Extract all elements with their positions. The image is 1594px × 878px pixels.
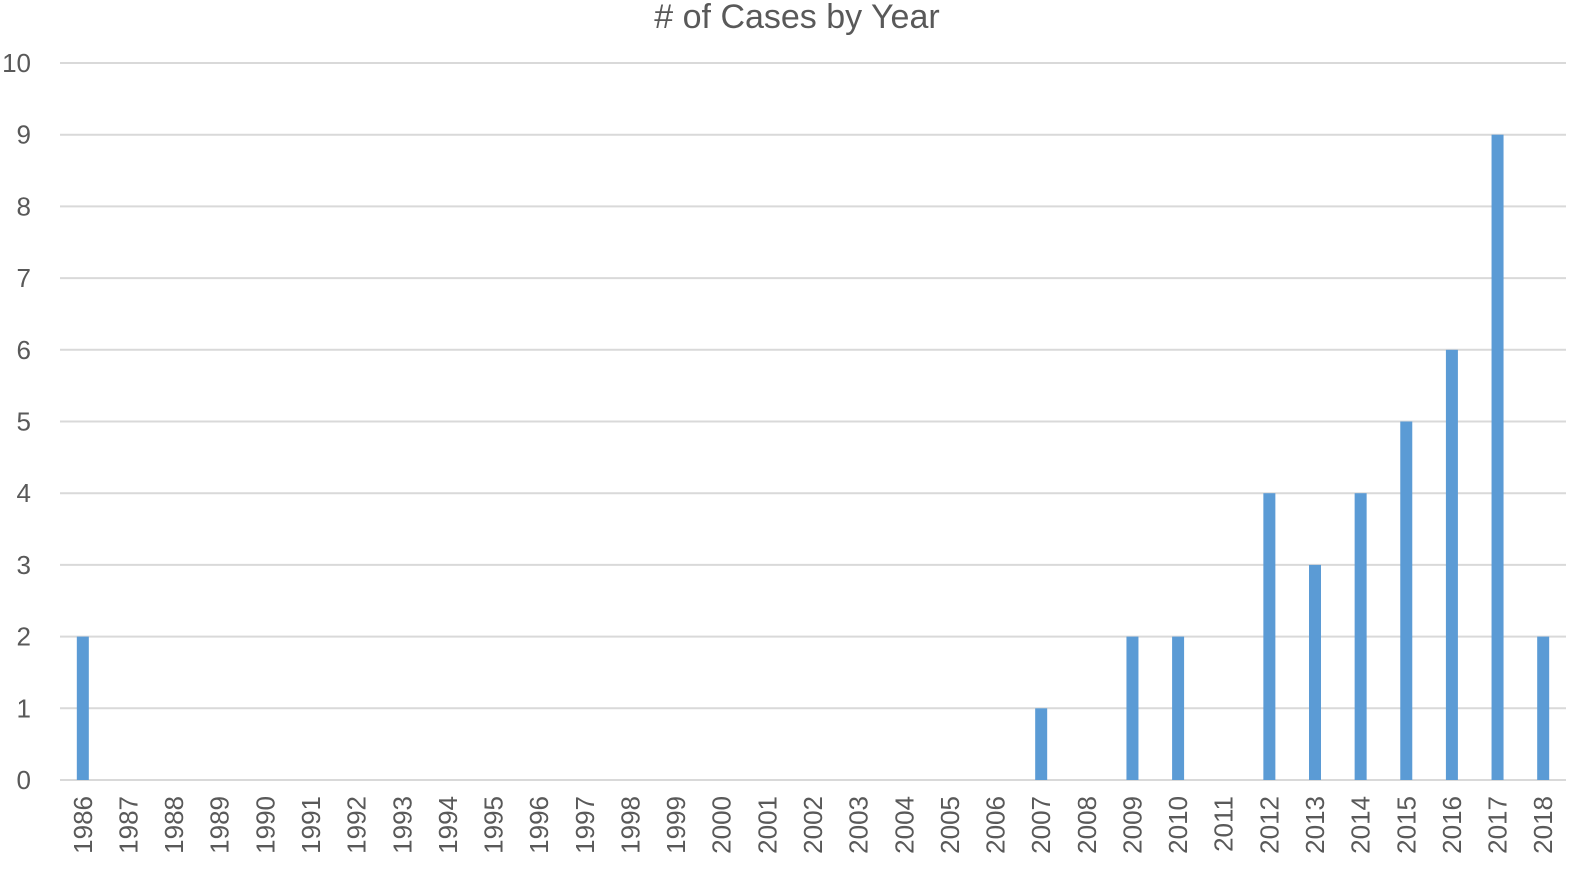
x-tick-label: 1994: [433, 796, 463, 854]
y-tick-label: 2: [17, 622, 31, 652]
y-axis-ticks: 0 1 2 3 4 5 6 7 8 9 10: [2, 48, 31, 795]
y-tick-label: 1: [17, 693, 31, 723]
x-tick-label: 2005: [935, 796, 965, 854]
y-tick-label: 3: [17, 550, 31, 580]
x-tick-label: 2017: [1483, 796, 1513, 854]
x-tick-label: 2013: [1300, 796, 1330, 854]
x-tick-label: 1997: [570, 796, 600, 854]
chart-title: # of Cases by Year: [654, 0, 940, 36]
x-tick-label: 1986: [68, 796, 98, 854]
y-tick-label: 6: [17, 335, 31, 365]
bar-2010: [1172, 636, 1185, 780]
bar-2007: [1035, 708, 1048, 780]
x-tick-label: 2010: [1163, 796, 1193, 854]
x-axis-ticks: 1986 1987 1988 1989 1990 1991 1992 1993 1994 1995…: [68, 796, 1558, 854]
y-tick-label: 9: [17, 120, 31, 150]
x-tick-label: 1999: [661, 796, 691, 854]
bar-2013: [1309, 564, 1321, 780]
y-tick-label: 8: [17, 191, 31, 221]
x-tick-label: 2003: [844, 796, 874, 854]
x-tick-label: 1989: [205, 796, 235, 854]
x-tick-label: 2009: [1117, 796, 1147, 854]
x-tick-label: 1992: [342, 796, 372, 854]
y-tick-label: 4: [17, 478, 31, 508]
y-tick-label: 10: [2, 48, 31, 78]
x-tick-label: 2012: [1254, 796, 1284, 854]
bar-2018: [1537, 636, 1550, 780]
x-tick-label: 1990: [250, 796, 280, 854]
x-tick-label: 2006: [981, 796, 1011, 854]
y-tick-label: 0: [17, 765, 31, 795]
x-tick-label: 2018: [1528, 796, 1558, 854]
x-tick-label: 2004: [889, 796, 919, 854]
x-tick-label: 1988: [159, 796, 189, 854]
bar-2009: [1126, 636, 1139, 780]
bar-2016: [1445, 349, 1458, 780]
x-tick-label: 1987: [113, 796, 143, 854]
gridlines: [60, 62, 1566, 781]
x-tick-label: 1998: [615, 796, 645, 854]
y-tick-label: 7: [17, 263, 31, 293]
bar-2017: [1491, 134, 1504, 780]
x-tick-label: 1991: [296, 796, 326, 854]
x-tick-label: 2015: [1391, 796, 1421, 854]
bar-2014: [1354, 493, 1367, 780]
x-tick-label: 2008: [1072, 796, 1102, 854]
x-tick-label: 2011: [1209, 796, 1239, 852]
x-tick-label: 2014: [1346, 796, 1376, 854]
y-tick-label: 5: [17, 407, 31, 437]
x-tick-label: 1995: [479, 796, 509, 854]
bar-1986: [76, 636, 89, 780]
x-tick-label: 2001: [752, 796, 782, 854]
x-tick-label: 2007: [1026, 796, 1056, 854]
x-tick-label: 1996: [524, 796, 554, 854]
x-tick-label: 1993: [387, 796, 417, 854]
bars: [76, 134, 1550, 780]
bar-2015: [1400, 421, 1413, 780]
x-tick-label: 2002: [798, 796, 828, 854]
bar-2012: [1263, 493, 1276, 780]
x-tick-label: 2000: [707, 796, 737, 854]
x-tick-label: 2016: [1437, 796, 1467, 854]
